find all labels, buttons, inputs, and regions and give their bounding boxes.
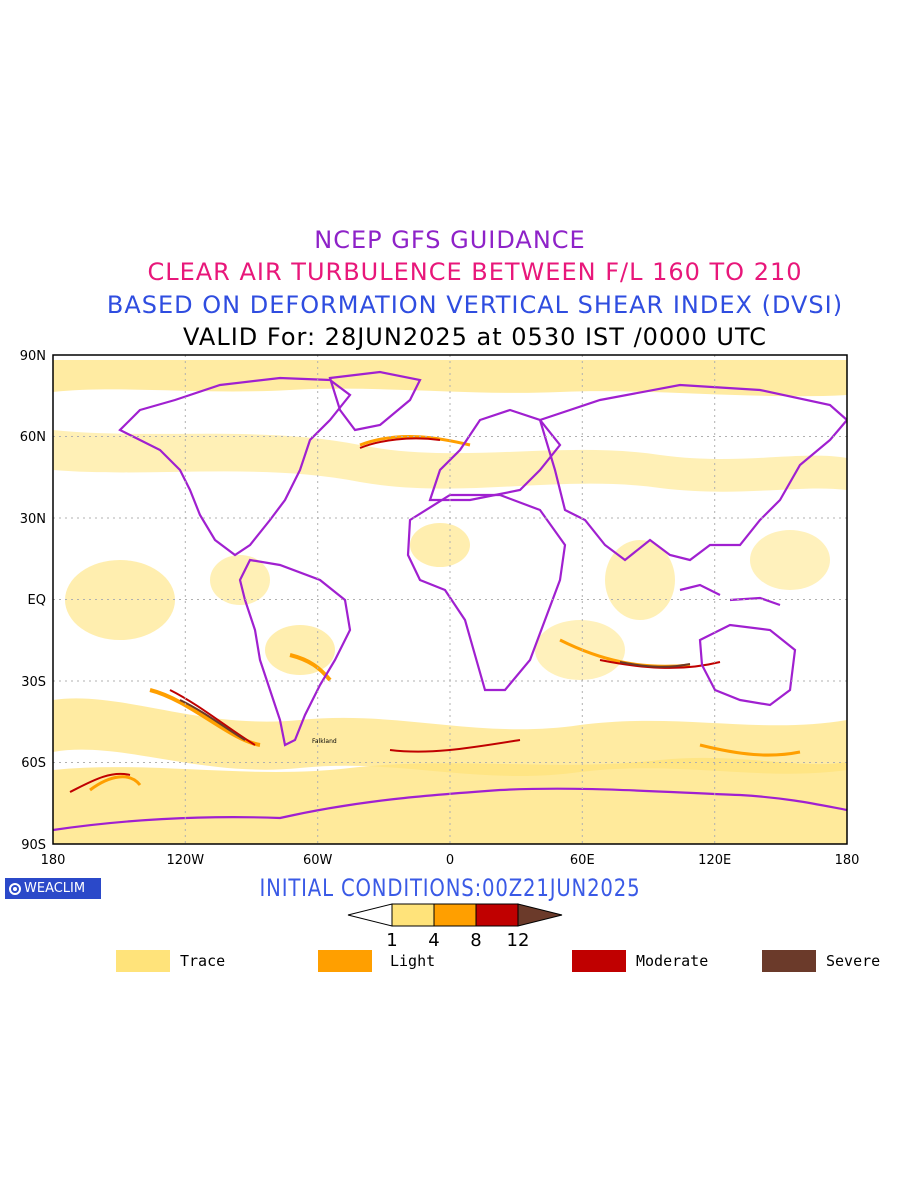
colorbar-above-arrow <box>517 903 563 927</box>
lon-label: 180 <box>41 853 66 868</box>
legend-label: Trace <box>180 952 226 970</box>
weaclim-logo: WEACLIM <box>5 878 101 899</box>
map-frame <box>52 354 848 845</box>
title-line-1: NCEP GFS GUIDANCE <box>314 226 586 254</box>
lat-label: 30S <box>21 675 46 690</box>
colorbar-tick: 1 <box>386 930 397 950</box>
coastlines <box>53 370 847 832</box>
lon-label: 120W <box>166 853 204 868</box>
title-valid-time: VALID For: 28JUN2025 at 0530 IST /0000 U… <box>183 323 767 351</box>
title-line-2: CLEAR AIR TURBULENCE BETWEEN F/L 160 TO … <box>147 258 803 286</box>
latitude-labels: 90N 60N 30N EQ 30S 60S 90S <box>20 349 46 853</box>
lat-label: 90S <box>21 838 46 853</box>
colorbar-tick: 8 <box>470 930 481 950</box>
colorbar-segment-light <box>433 903 477 927</box>
lon-label: 120E <box>698 853 731 868</box>
longitude-labels: 180 120W 60W 0 60E 120E 180 <box>41 853 860 868</box>
logo-text: WEACLIM <box>24 881 86 896</box>
lat-label: 30N <box>20 512 46 527</box>
legend-swatch-moderate <box>572 950 626 972</box>
legend-swatch-severe <box>762 950 816 972</box>
legend-swatch-light <box>318 950 372 972</box>
lon-label: 180 <box>835 853 860 868</box>
lat-label: EQ <box>28 593 46 608</box>
colorbar-segment-trace <box>391 903 435 927</box>
lon-label: 60E <box>570 853 595 868</box>
place-label-falkland: Falkland <box>312 738 337 745</box>
legend-label: Moderate <box>636 952 709 970</box>
colorbar-below-arrow <box>347 903 393 927</box>
title-line-3: BASED ON DEFORMATION VERTICAL SHEAR INDE… <box>106 291 844 319</box>
lat-label: 90N <box>20 349 46 364</box>
turbulence-map: Falkland 90N 60N 30N EQ 30S 60S 90S 180 … <box>20 349 860 868</box>
legend-label: Light <box>390 952 436 970</box>
legend-label: Severe <box>826 952 881 970</box>
lat-label: 60S <box>21 756 46 771</box>
lon-label: 60W <box>303 853 333 868</box>
colorbar-tick: 12 <box>507 930 530 950</box>
graticule <box>53 355 847 844</box>
colorbar-segment-moderate <box>475 903 519 927</box>
weaclim-logo-icon <box>9 883 21 895</box>
colorbar: 1 4 8 12 <box>347 903 563 950</box>
colorbar-tick: 4 <box>428 930 439 950</box>
lat-label: 60N <box>20 430 46 445</box>
initial-conditions: INITIAL CONDITIONS:00Z21JUN2025 <box>259 874 641 902</box>
legend-swatch-trace <box>116 950 170 972</box>
lon-label: 0 <box>446 853 454 868</box>
